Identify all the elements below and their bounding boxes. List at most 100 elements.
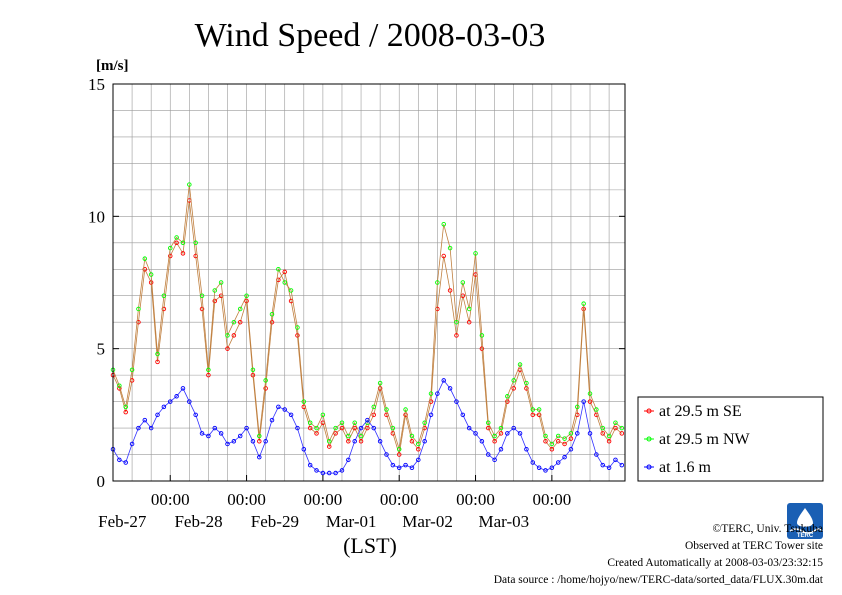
data-point (409, 439, 415, 444)
data-point (473, 431, 478, 436)
legend: at 29.5 m SE at 29.5 m NW at 1.6 m (637, 396, 824, 482)
data-point (237, 319, 243, 325)
data-point (613, 425, 618, 431)
data-point (492, 457, 497, 463)
data-point (441, 253, 446, 259)
data-point (269, 319, 275, 325)
data-point (326, 470, 332, 476)
data-point (581, 399, 586, 404)
data-point (193, 412, 198, 418)
series-3 (110, 378, 625, 476)
y-axis-label: [m/s] (96, 58, 129, 74)
data-point (263, 386, 268, 391)
data-point (371, 412, 377, 418)
data-point (403, 412, 408, 418)
legend-label: at 29.5 m NW (659, 431, 751, 448)
data-point (416, 441, 421, 447)
terc-logo: TERC (787, 503, 823, 539)
data-point (454, 333, 459, 338)
data-point (396, 446, 402, 452)
x-tick-label-time: 00:00 (151, 490, 190, 509)
wave-icon (789, 528, 823, 534)
series-layer (110, 182, 625, 476)
x-tick-label-time: 00:00 (532, 490, 571, 509)
x-axis-ticks: 00:00Feb-2700:00Feb-2800:00Feb-2900:00Ma… (98, 475, 571, 531)
data-point (212, 288, 218, 293)
data-point (473, 251, 478, 256)
data-point (142, 267, 148, 272)
data-point (441, 222, 446, 227)
data-point (384, 407, 389, 412)
data-point (505, 394, 510, 399)
data-point (167, 245, 173, 251)
data-point (384, 452, 389, 457)
data-point (346, 433, 351, 439)
data-point (206, 367, 211, 373)
data-point (587, 431, 593, 436)
data-point (498, 446, 504, 452)
data-point (180, 251, 186, 256)
data-point (136, 306, 141, 312)
data-point (581, 301, 586, 306)
data-point (339, 425, 345, 431)
data-point (568, 436, 574, 441)
grid-lines (112, 84, 625, 481)
data-point (142, 417, 148, 423)
data-point (530, 460, 536, 465)
data-point (536, 465, 542, 471)
data-point (517, 431, 523, 436)
data-point (244, 293, 249, 298)
data-point (466, 425, 472, 431)
data-point (295, 325, 300, 330)
data-point (511, 425, 516, 431)
data-point (358, 439, 364, 444)
data-point (562, 436, 567, 441)
data-point (174, 235, 179, 240)
data-point (199, 306, 205, 312)
data-point (619, 425, 625, 431)
data-point (511, 386, 516, 391)
x-tick-label-date: Mar-03 (479, 512, 530, 531)
data-point (352, 439, 357, 444)
data-point (326, 439, 332, 444)
x-axis-label: (LST) (343, 533, 397, 558)
data-point (454, 319, 459, 325)
legend-items: at 29.5 m SE at 29.5 m NW at 1.6 m (644, 403, 751, 476)
data-point (320, 470, 326, 476)
data-point (282, 407, 287, 412)
data-point (587, 399, 593, 404)
data-point (524, 446, 529, 452)
data-point (352, 420, 357, 426)
data-point (466, 306, 472, 312)
data-point (416, 446, 421, 452)
data-point (486, 452, 491, 457)
data-point (543, 439, 548, 444)
data-point (606, 433, 612, 439)
data-point (269, 312, 275, 317)
data-point (244, 425, 249, 431)
data-point (123, 460, 128, 465)
data-point (409, 465, 415, 471)
data-point (237, 306, 243, 312)
data-point (206, 372, 211, 378)
data-point (479, 333, 485, 338)
data-point (403, 462, 408, 468)
data-point (212, 298, 218, 304)
y-tick-label: 15 (88, 75, 105, 94)
data-point (218, 280, 224, 285)
data-point (129, 441, 135, 447)
data-point (333, 425, 338, 431)
x-tick-label-date: Feb-27 (98, 512, 147, 531)
data-point (530, 407, 536, 412)
data-point (307, 420, 313, 426)
data-point (218, 431, 224, 436)
data-point (314, 425, 319, 431)
data-point (225, 346, 230, 351)
data-point (460, 280, 466, 285)
data-point (333, 431, 338, 436)
data-point (543, 468, 548, 473)
data-point (416, 457, 421, 463)
data-point (199, 431, 205, 436)
data-point (479, 346, 485, 351)
data-point (486, 425, 491, 431)
